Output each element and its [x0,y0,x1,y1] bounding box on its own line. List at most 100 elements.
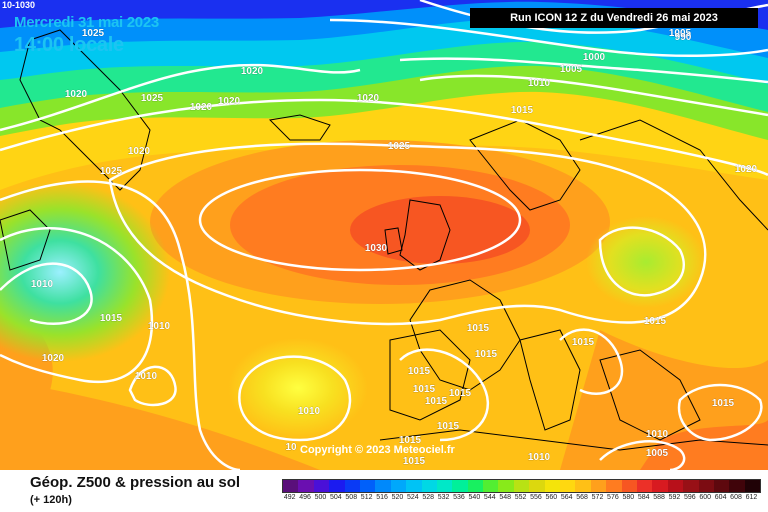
isobar-1015-east-low [598,226,685,297]
isobar-1015-iberia [399,348,490,442]
scale-swatch [390,480,407,492]
map-canvas: 1025 1020 1020 1025 1020 1020 1020 1025 1020 1025… [0,0,768,470]
scale-tick-label: 528 [422,494,435,501]
isobar-label: 1015 [437,421,460,432]
isobar-label: 1025 [100,166,123,177]
scandinavia-coast [469,119,581,211]
scale-tick-label: 596 [684,494,696,501]
isobar-label: 10 [285,442,297,453]
isobar-label: 1020 [735,164,758,175]
isobar-label: 1020 [128,146,151,157]
scale-swatch [498,480,514,492]
weather-map: 1025 1020 1020 1025 1020 1020 1020 1025 1020 1025… [0,0,768,470]
iceland-coast [268,114,331,141]
isobar-label: 1015 [425,396,448,407]
scale-tick-label: 520 [391,494,404,501]
isobar-label: 1010 [528,452,551,463]
isobar-label: 1010 [528,78,551,89]
isobar-label: 1020 [65,89,88,100]
scale-tick-label: 508 [345,494,358,501]
iberia-coast [389,329,471,421]
scale-tick-label: 612 [745,494,758,501]
scale-tick-label: 552 [514,494,527,501]
scale-swatch [421,480,437,492]
lead-time: (+ 120h) [30,494,72,506]
isobar-label: 1015 [467,323,490,334]
z500-south-orange [0,380,320,470]
scale-swatch [313,480,330,492]
scale-tick-label: 500 [314,494,327,501]
forecast-local-time: 14:00 locale [14,34,124,56]
isobar-label: 1015 [475,349,498,360]
scale-swatch [467,480,484,492]
isobar-label: 1025 [388,141,411,152]
isobar-label: 1010 [31,279,54,290]
isobar-1010-southeast [599,440,686,470]
greenland-coast [19,29,151,191]
isobar-1015-west [0,226,154,384]
balkans-coast [599,349,701,441]
scale-swatch [344,480,360,492]
isobar-label: 1020 [218,96,241,107]
isobar-label: 1020 [42,353,65,364]
scale-swatch [544,480,561,492]
scale-swatch [713,480,730,492]
isobar-label: 1015 [449,388,472,399]
isobar-label: 1010 [298,406,321,417]
scale-tick-label: 584 [637,494,650,501]
scale-tick-label: 600 [699,494,712,501]
isobar-1015-azores [238,355,352,442]
scale-swatch [575,480,591,492]
isobar-1025 [108,142,707,326]
scale-tick-label: 580 [622,494,635,501]
forecast-date: Mercredi 31 mai 2023 [14,14,159,31]
scale-swatch [436,480,453,492]
isobar-label: 1015 [399,435,422,446]
russia-coast [579,119,768,231]
z500-ridge-core [350,196,530,264]
isobar-label: 1010 [646,429,669,440]
isobar-labels: 1025 1020 1020 1025 1020 1020 1020 1025 1020 1025… [31,28,758,468]
scale-tick-label: 544 [483,494,496,501]
isobar-label: 1015 [712,398,735,409]
product-title: Géop. Z500 & pression au sol [30,474,241,491]
isobar-label: 990 [675,32,692,43]
isobar-label: 1010 [148,321,171,332]
isobar-label: 1030 [365,243,388,254]
scale-swatch [529,480,545,492]
corner-label: 10-1030 [2,0,36,10]
isobar-label: 1015 [403,456,426,467]
scale-tick-label: 512 [360,494,373,501]
isobar-1005-north [329,18,768,58]
isobar-1015-north [419,74,768,117]
isobar-label: 1005 [560,64,583,75]
isobar-label: 1015 [100,313,123,324]
scale-tick-label: 516 [376,494,388,501]
isobar-1010-north [399,57,768,84]
scale-tick-label: 576 [607,494,619,501]
scale-tick-label: 588 [653,494,665,501]
scale-swatch [667,480,684,492]
italy-coast [519,329,581,431]
isobar-1015-southeast [677,383,763,442]
isobar-label: 1000 [583,52,606,63]
scale-swatch [729,480,745,492]
scale-swatch [298,480,314,492]
scale-swatch [483,480,499,492]
ireland-coast [384,227,403,255]
isobar-1020-west [0,180,241,470]
color-scale-labels: 492 496 500 504 508 512 516 520 524 528 532 536 540 5… [282,494,759,501]
isobar-label: 1025 [141,93,164,104]
scale-tick-label: 560 [545,494,558,501]
scale-swatch [590,480,607,492]
isobar-1010-west [0,262,93,325]
scale-swatch [329,480,345,492]
coastlines [0,29,768,451]
scale-tick-label: 540 [468,494,481,501]
isobar-label: 1015 [511,105,534,116]
scale-tick-label: 556 [530,494,542,501]
scale-tick-label: 592 [668,494,681,501]
scale-swatch [375,480,391,492]
isobar-label: 1005 [646,448,669,459]
isobar-1015-italy [559,328,624,395]
